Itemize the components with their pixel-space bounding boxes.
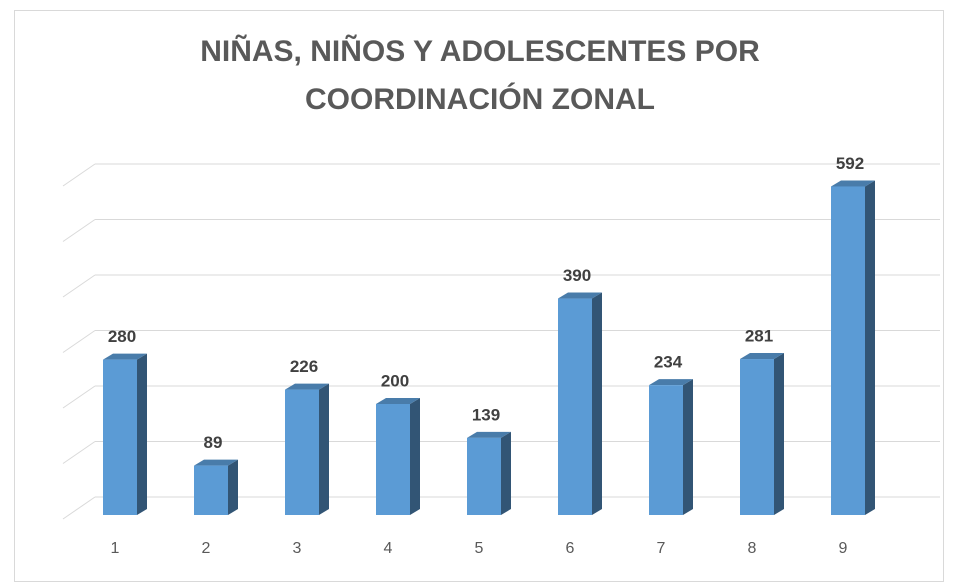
x-tick-label: 8 xyxy=(748,540,757,557)
grid-line-side xyxy=(62,330,96,353)
bar xyxy=(467,437,501,515)
grid-line-side xyxy=(62,496,96,520)
bar-side xyxy=(228,459,238,515)
bar-top xyxy=(103,353,147,360)
value-label: 280 xyxy=(108,327,136,346)
bar xyxy=(740,359,774,515)
x-tick-label: 5 xyxy=(475,540,484,557)
bar-side xyxy=(865,180,875,515)
value-label: 89 xyxy=(204,433,223,452)
bar xyxy=(376,404,410,515)
bar xyxy=(558,298,592,515)
value-label: 592 xyxy=(836,154,864,173)
bar xyxy=(194,465,228,515)
bar-top xyxy=(831,180,875,187)
bar-side xyxy=(501,431,511,515)
grid-line-side xyxy=(62,163,96,187)
chart-title: NIÑAS, NIÑOS Y ADOLESCENTES POR COORDINA… xyxy=(200,35,760,116)
grid-line-side xyxy=(62,219,96,242)
x-tick-label: 4 xyxy=(384,540,393,557)
x-tick-label: 7 xyxy=(657,540,666,557)
bar-top xyxy=(376,398,420,404)
bar-top xyxy=(740,353,784,360)
bar-side xyxy=(410,398,420,515)
bar-top xyxy=(649,379,693,386)
value-label: 226 xyxy=(290,357,318,376)
bar-side xyxy=(592,292,602,515)
bar-side xyxy=(319,383,329,515)
value-label: 281 xyxy=(745,327,773,346)
value-label: 139 xyxy=(472,405,500,424)
bar-top xyxy=(194,459,238,466)
x-tick-label: 3 xyxy=(293,540,302,557)
bar xyxy=(103,359,137,515)
bar-side xyxy=(774,353,784,515)
value-label: 200 xyxy=(381,371,409,390)
bar-side xyxy=(683,379,693,515)
bar-top xyxy=(558,292,602,299)
grid-line-side xyxy=(62,385,96,409)
bar-top xyxy=(467,431,511,438)
bar xyxy=(649,385,683,515)
grid-line-side xyxy=(62,274,96,298)
grid-line-side xyxy=(62,441,96,464)
x-tick-label: 2 xyxy=(202,540,211,557)
value-label: 390 xyxy=(563,266,591,285)
x-tick-label: 6 xyxy=(566,540,575,557)
x-tick-label: 1 xyxy=(111,540,120,557)
x-tick-label: 9 xyxy=(839,540,848,557)
bar-top xyxy=(285,383,329,390)
bar-side xyxy=(137,353,147,515)
bar xyxy=(285,389,319,515)
value-label: 234 xyxy=(654,353,683,372)
bar xyxy=(831,186,865,515)
